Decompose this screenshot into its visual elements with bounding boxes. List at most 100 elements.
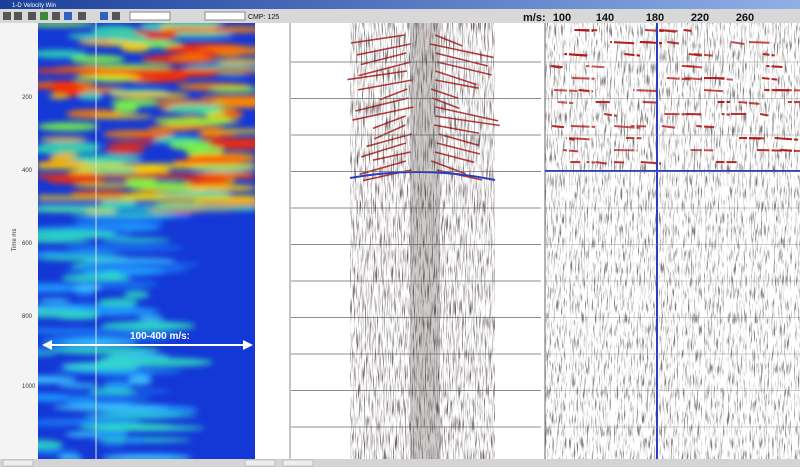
input-box[interactable] [205,12,245,20]
semblance-band [128,376,152,385]
semblance-band [102,238,170,242]
tool-button[interactable] [14,12,22,20]
semblance-band [169,57,219,62]
stack-event [667,78,690,79]
window-title: 1-D Velocity Win [12,3,56,9]
velocity-label: 260 [736,12,754,24]
time-label: 200 [22,95,33,101]
semblance-band [101,272,122,281]
semblance-band [73,76,133,80]
semblance-band [71,55,125,64]
tool-button[interactable] [3,12,11,20]
annotation: 100-400 m/s: [130,331,190,342]
semblance-band [78,423,178,431]
time-label: 800 [22,314,33,320]
semblance-band [34,449,79,455]
semblance-band [38,298,71,302]
semblance-band [85,413,198,418]
semblance-band [53,404,169,411]
semblance-band [40,137,88,142]
panel-gap [255,23,290,459]
semblance-band [107,141,157,145]
stack-event [643,102,659,103]
semblance-band [51,346,160,354]
velocity-label: 220 [691,12,709,24]
semblance-band [73,285,102,291]
time-label: 400 [22,168,33,174]
velocity-analysis-window: 1-D Velocity Win CMP: 125 m/s: 100 140 180… [0,0,800,467]
tool-button[interactable] [64,12,72,20]
status-field [245,460,275,466]
semblance-band [214,53,241,57]
tool-button[interactable] [100,12,108,20]
stack-panel [545,23,800,459]
status-field [283,460,313,466]
velocity-unit: m/s: [523,12,546,24]
velocity-label: 100 [553,12,571,24]
semblance-band [105,146,146,154]
semblance-band [56,315,98,320]
cmp-label: CMP: 125 [248,14,279,21]
semblance-band [38,195,255,201]
velocity-label: 180 [646,12,664,24]
stack-event [554,90,577,91]
semblance-band [67,33,111,39]
semblance-band [69,213,176,218]
velocity-label: 140 [596,12,614,24]
axis-title: Time ms [12,229,18,252]
stack-event [633,90,656,91]
stack-event [766,66,782,67]
semblance-band [58,383,101,388]
semblance-band [37,122,98,131]
semblance-band [38,205,255,211]
semblance-band [74,291,95,298]
stack-event [684,30,692,31]
time-label: 1000 [22,384,36,390]
semblance-band [78,92,103,100]
semblance-band [125,437,145,443]
semblance-band [65,432,100,437]
semblance-band [102,442,126,447]
stack-event [563,150,578,151]
semblance-band [54,370,182,374]
semblance-band [64,399,97,404]
semblance-band [138,315,164,320]
stack-event [557,102,573,103]
semblance-band [38,173,255,179]
tool-button[interactable] [112,12,120,20]
semblance-band [65,244,183,252]
tool-button[interactable] [52,12,60,20]
stack-event [704,90,723,91]
tool-button[interactable] [40,12,48,20]
semblance-band [92,114,153,119]
status-field [3,460,33,466]
time-axis [0,23,38,459]
tool-button[interactable] [28,12,36,20]
tool-button[interactable] [78,12,86,20]
semblance-band [155,117,232,125]
stack-event [757,150,782,151]
semblance-band [38,68,255,74]
status-bar [0,459,800,467]
semblance-band [49,94,69,99]
gather-center [410,23,440,459]
semblance-band [126,181,193,190]
input-box[interactable] [130,12,170,20]
semblance-band [223,110,243,116]
stack-event [586,66,605,67]
semblance-band [167,104,219,113]
stack-event [696,126,714,127]
semblance-band [38,163,255,169]
semblance-band [35,251,61,256]
semblance-band [121,42,150,52]
semblance-panel [0,19,277,462]
stack-event [748,42,772,43]
semblance-band [209,87,260,92]
semblance-band [110,92,190,98]
page: 1-D Velocity Win CMP: 125 m/s: 100 140 180… [0,0,800,467]
semblance-band [124,291,150,298]
time-label: 600 [22,241,33,247]
stack-event [552,126,564,127]
title-bar [0,0,800,9]
semblance-band [147,126,205,131]
